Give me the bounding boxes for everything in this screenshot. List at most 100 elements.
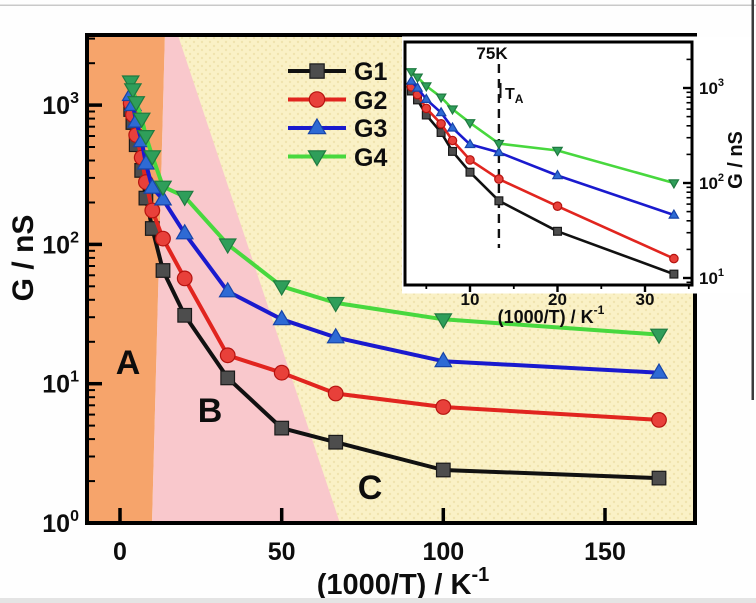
series-g1-marker	[155, 263, 171, 278]
inset-series-g1-marker	[436, 128, 446, 138]
series-g1-marker	[328, 434, 344, 450]
y-axis-tick-label-part: 1	[70, 369, 79, 386]
y-axis-tick-label: 103	[42, 90, 79, 120]
region-b-fill	[152, 35, 340, 523]
region-b-label: B	[198, 392, 223, 430]
inset-series-g3-marker	[405, 75, 418, 85]
y-axis-tick-label-part: 0	[70, 508, 79, 525]
legend-marker-g3	[307, 117, 327, 135]
y-axis-tick-label-part: 10	[42, 510, 70, 538]
series-g3-marker	[153, 189, 173, 206]
inset-series-g2-marker	[447, 135, 458, 146]
inset-series-g4-marker	[464, 119, 476, 129]
x-axis-tick-label: 150	[584, 538, 626, 566]
series-g3-marker	[272, 309, 291, 326]
series-g2-marker	[651, 412, 667, 428]
inset-ta-label-text: T	[505, 86, 515, 103]
y-axis-tick-label: 100	[42, 508, 79, 538]
inset-series-g2-marker	[421, 103, 432, 114]
inset-series-g3-marker	[464, 138, 476, 149]
series-g4-marker	[136, 130, 156, 146]
inset-series-g4-marker	[493, 139, 505, 150]
inset-y-tick-label-part: 1	[718, 267, 724, 279]
series-g2-marker	[155, 230, 171, 247]
window-bottom-edge	[0, 598, 756, 603]
inset-series-g4-marker	[435, 93, 447, 104]
inset-y-tick-label-part: 10	[699, 269, 718, 288]
inset-series-g1-marker	[669, 269, 679, 279]
inset-x-tick-label: 30	[636, 290, 655, 309]
inset-series-g2-marker	[436, 119, 446, 129]
region-c-label: C	[358, 469, 383, 507]
series-g4-marker	[123, 83, 143, 99]
series-g2-marker	[273, 364, 290, 381]
inset-series-g2-marker	[465, 155, 475, 165]
inset-x-axis-label-text: (1000/T) / K	[498, 307, 594, 327]
inset-series-g2-marker	[494, 174, 504, 184]
y-axis-tick-label-part: 3	[70, 90, 79, 107]
y-axis-tick-label-part: 10	[42, 371, 70, 399]
y-axis-tick-label: 102	[42, 229, 79, 259]
inset-ta-label-sub: A	[515, 92, 524, 106]
window-top-edge	[0, 4, 756, 6]
series-g3-marker	[175, 223, 194, 240]
series-g2-marker	[144, 202, 161, 219]
y-axis-tick-label: 101	[42, 369, 79, 399]
inset-series-g1-marker	[494, 196, 504, 206]
inset-series-g3-marker	[411, 81, 424, 92]
y-axis-tick-label-part: 2	[70, 229, 79, 246]
x-axis-tick-label: 0	[113, 538, 127, 566]
legend-marker-g2	[308, 91, 326, 108]
series-g2-marker	[327, 385, 344, 402]
inset-series-g4-marker	[405, 68, 418, 78]
inset-y-tick-label-part: 2	[718, 172, 724, 184]
series-g2-marker	[176, 270, 193, 287]
x-axis-tick-label: 50	[268, 538, 296, 566]
inset-series-g4-marker	[668, 179, 680, 190]
series-g3-marker	[434, 351, 453, 368]
series-g4-marker	[218, 238, 237, 255]
inset-series-g3-marker	[435, 106, 447, 117]
series-g4-marker	[153, 180, 173, 197]
legend-marker-g1	[309, 63, 325, 79]
main-x-axis-label-text: (1000/T) / K	[317, 569, 472, 601]
inset-y-tick-label: 101	[699, 267, 724, 288]
inset-series-g1-marker	[465, 167, 475, 177]
inset-ta-label: TA	[505, 86, 524, 106]
inset-75k-label: 75K	[476, 44, 508, 63]
inset-x-tick-label: 20	[548, 290, 567, 309]
legend-marker-g4	[307, 150, 327, 167]
main-x-axis-label: (1000/T) / K-1	[317, 564, 490, 601]
series-g1-marker	[435, 462, 451, 478]
series-g2-marker	[219, 347, 236, 364]
inset-series-g4-marker	[551, 146, 564, 157]
series-g4-marker	[649, 328, 669, 345]
series-g4-marker	[175, 190, 194, 207]
inset-series-g2-marker	[669, 253, 679, 264]
inset-series-g1-marker	[552, 226, 562, 236]
window-right-edge	[751, 0, 754, 400]
inset-y-tick-label: 102	[699, 172, 724, 193]
inset-series-g3-marker	[446, 121, 459, 132]
inset-series-g3-marker	[668, 208, 680, 219]
inset-y-tick-label: 103	[699, 77, 724, 98]
inset-panel	[402, 36, 754, 294]
inset-y-tick-label-part: 10	[699, 79, 718, 98]
series-g4-marker	[132, 112, 151, 129]
legend-label-g1: G1	[354, 58, 387, 86]
inset-x-axis-label: (1000/T) / K-1	[498, 303, 605, 327]
inset-series-g4-marker	[420, 82, 432, 93]
series-g1-marker	[651, 470, 667, 486]
inset-plot-border	[403, 40, 694, 287]
inset-series-g3-marker	[420, 93, 432, 103]
series-g1-marker	[220, 370, 236, 386]
inset-y-tick-label-part: 3	[718, 77, 724, 89]
inset-series-g3-marker	[493, 146, 505, 157]
series-g1-marker	[274, 420, 290, 436]
series-g3-marker	[649, 362, 669, 379]
inset-x-tick-label: 10	[461, 290, 480, 309]
series-g4-marker	[326, 296, 345, 313]
series-g4-marker	[272, 280, 291, 297]
